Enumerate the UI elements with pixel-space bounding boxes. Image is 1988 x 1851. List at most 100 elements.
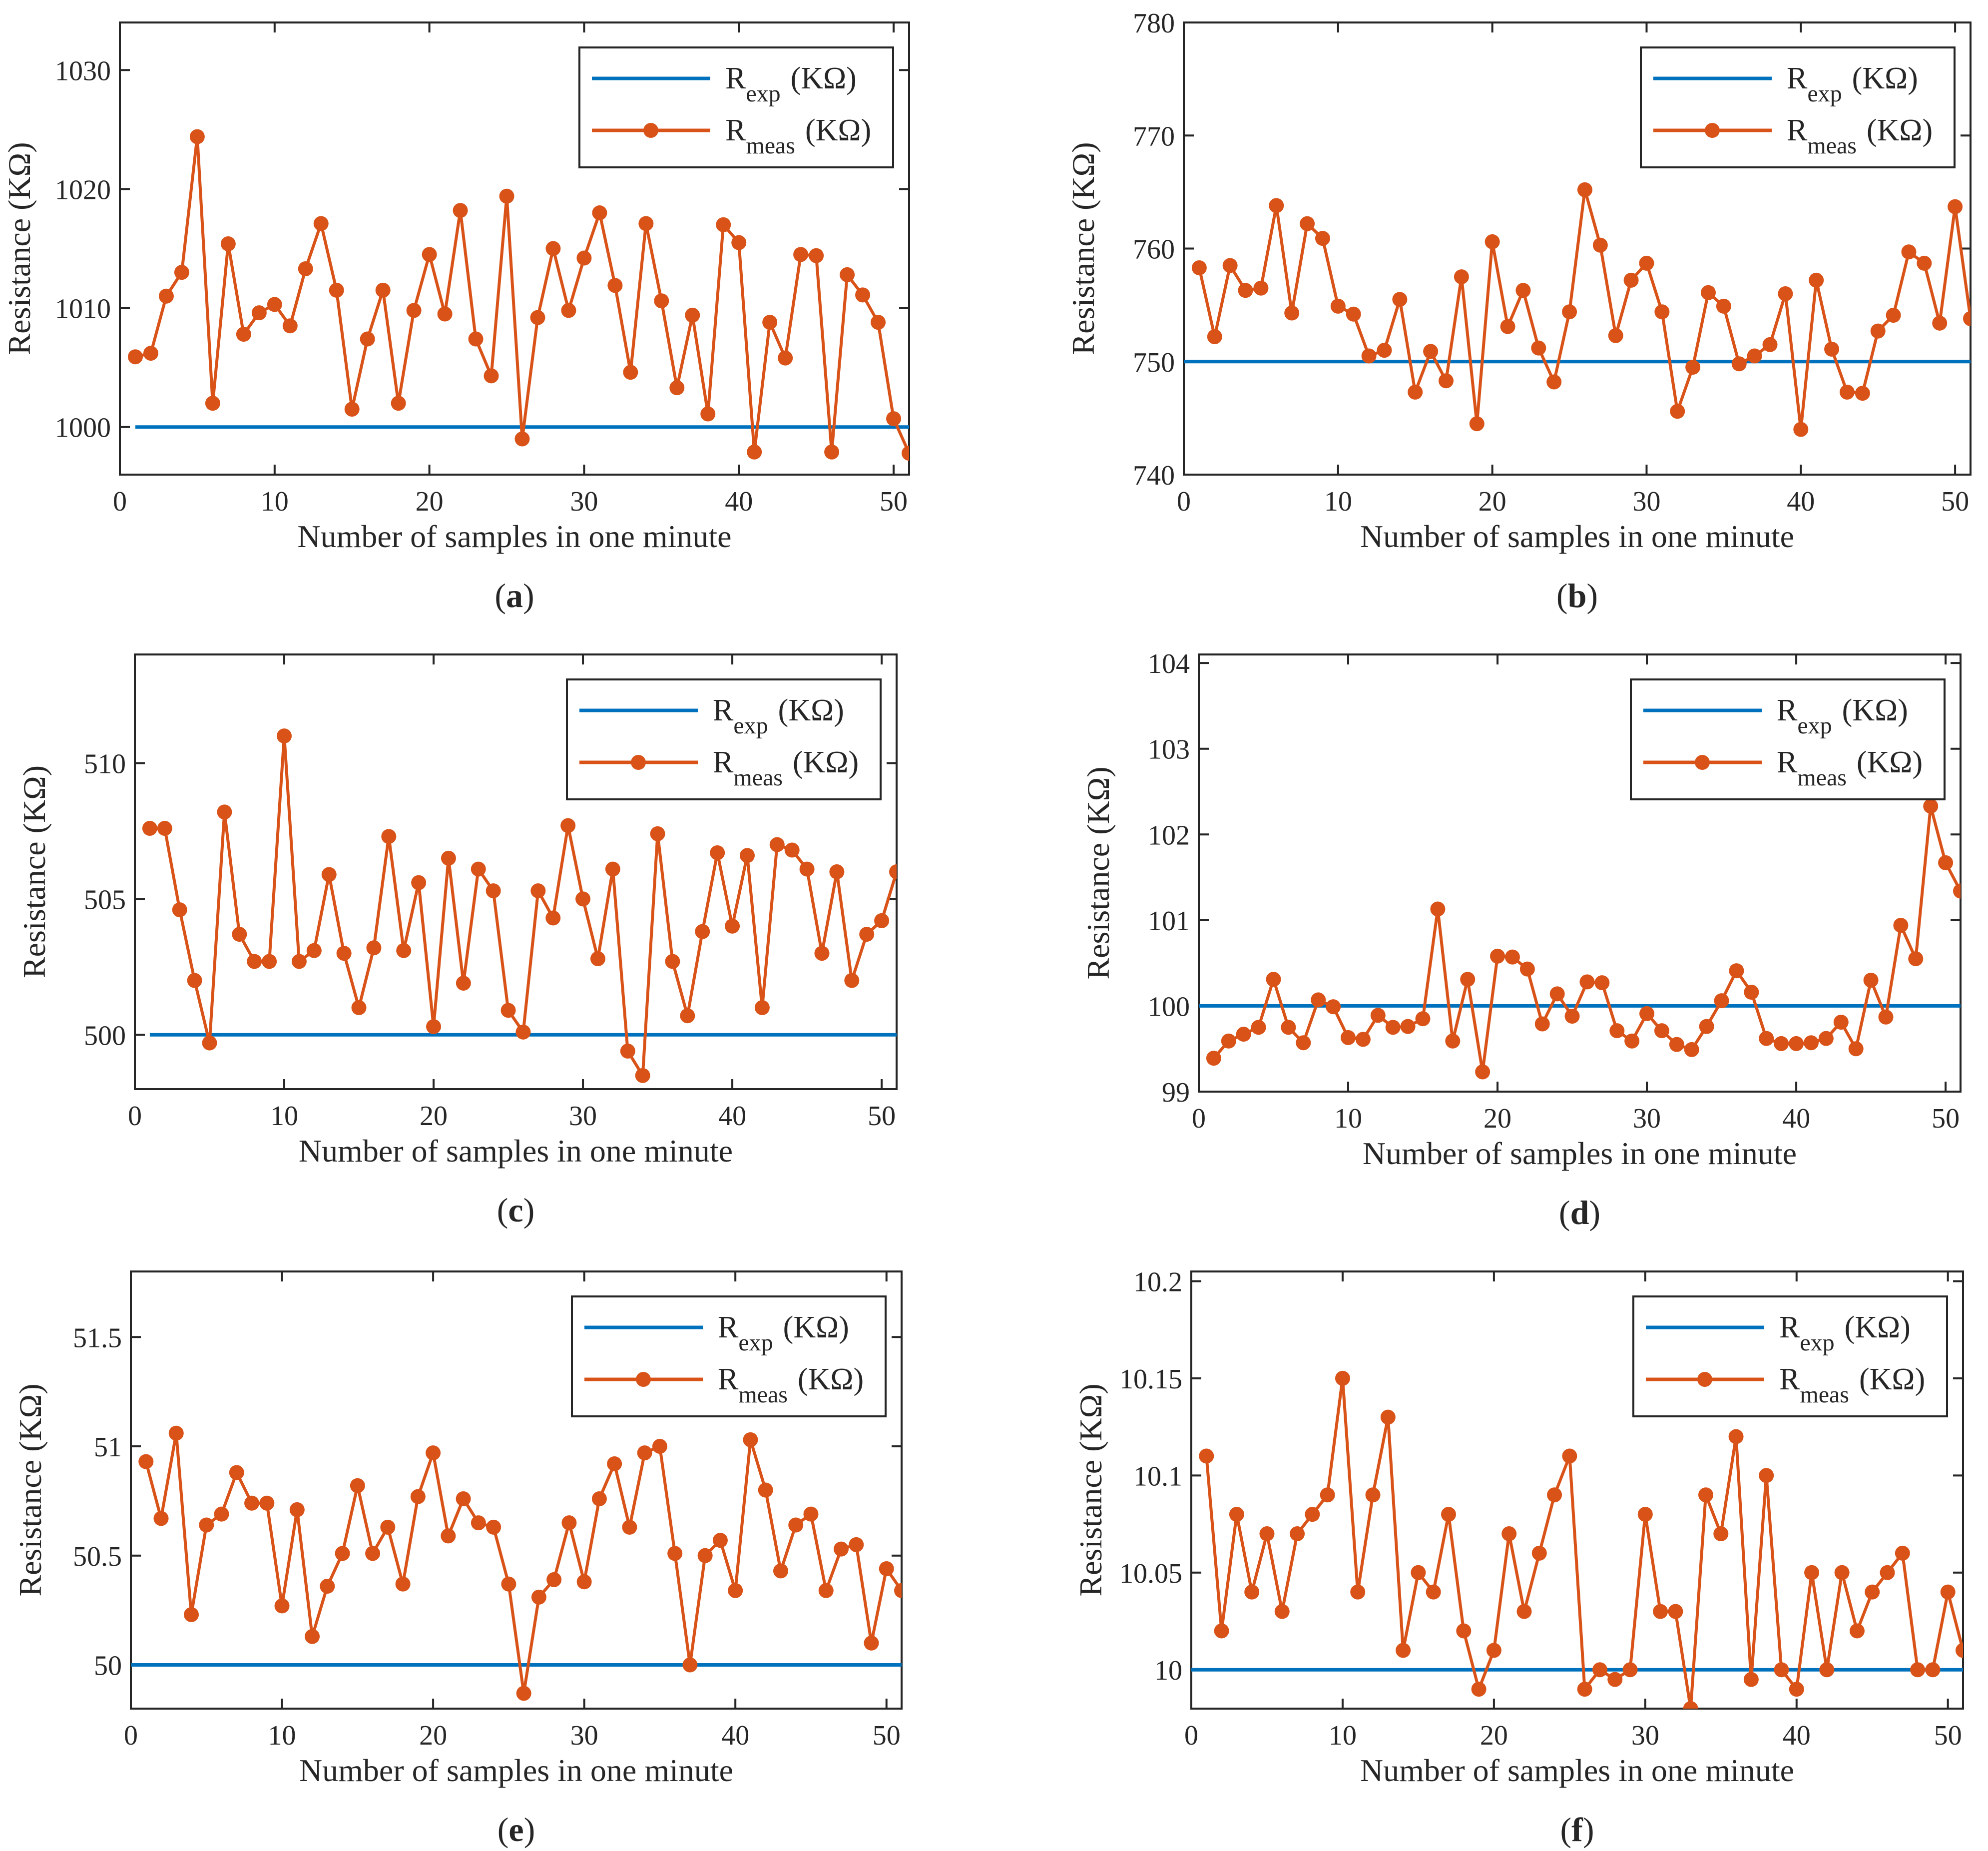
legend-swatch-marker	[1697, 1372, 1712, 1387]
legend-label-unit: (KΩ)	[798, 1362, 864, 1396]
legend-label: Rmeas (KΩ)	[725, 113, 871, 159]
legend-label: Rexp (KΩ)	[1779, 1310, 1911, 1356]
data-point	[395, 1576, 411, 1592]
plot-area	[1184, 182, 1971, 437]
legend: Rexp (KΩ) Rmeas (KΩ)	[566, 678, 882, 800]
y-tick-label: 770	[1133, 121, 1175, 152]
data-point	[1445, 1033, 1461, 1049]
y-tick-label: 1010	[55, 294, 111, 325]
y-axis-label: Resistance (KΩ)	[1080, 766, 1116, 979]
data-point	[1728, 1429, 1744, 1444]
y-tick-label: 10.2	[1133, 1266, 1182, 1297]
x-tick-label: 40	[1782, 1103, 1810, 1134]
data-point	[1608, 328, 1623, 343]
data-point	[1251, 1020, 1266, 1035]
data-point	[1774, 1036, 1789, 1051]
data-point	[1774, 1662, 1789, 1678]
x-tick-label: 50	[868, 1101, 896, 1132]
data-point	[1377, 343, 1392, 358]
data-point	[635, 1068, 650, 1083]
data-point	[236, 326, 251, 342]
data-point	[220, 236, 236, 251]
data-point	[1624, 1033, 1640, 1049]
plot-frame	[1190, 1270, 1964, 1710]
data-point	[202, 1035, 217, 1051]
y-axis-label: Resistance (KΩ)	[1065, 142, 1101, 355]
legend-label: Rmeas (KΩ)	[1777, 745, 1923, 791]
data-point	[1423, 344, 1439, 359]
plot-area	[131, 1425, 902, 1701]
data-point	[1350, 1584, 1366, 1600]
data-point	[1266, 972, 1281, 987]
legend-box	[578, 46, 894, 168]
data-point	[773, 1563, 788, 1579]
y-tick-label: 101	[1148, 906, 1190, 937]
legend-label-sub: exp	[1807, 80, 1842, 107]
legend-label-base: R	[1777, 693, 1798, 727]
caption-letter: d	[1570, 1194, 1589, 1232]
legend-label-base: R	[1787, 61, 1808, 95]
panel-b: 0 10 20 30 40 50 740 750 760 770 780 Number of samp…	[1065, 8, 1972, 615]
data-point	[1956, 1643, 1963, 1658]
data-point	[1365, 1487, 1381, 1503]
y-tick-label: 505	[84, 884, 126, 915]
legend-item-measured: Rmeas (KΩ)	[1646, 1362, 1925, 1408]
data-point	[1668, 1604, 1683, 1619]
data-point	[1534, 1016, 1550, 1032]
data-point	[1519, 961, 1535, 977]
legend-box	[1640, 46, 1956, 168]
data-point	[1701, 285, 1716, 300]
legend-label-unit: (KΩ)	[1859, 1362, 1925, 1396]
data-point	[1670, 404, 1685, 419]
data-point	[758, 1482, 773, 1498]
data-point	[530, 883, 546, 899]
data-point	[1290, 1526, 1305, 1541]
data-point	[769, 837, 785, 852]
plot-area	[142, 728, 897, 1083]
panel-caption: (c)	[497, 1191, 535, 1229]
data-point	[1546, 374, 1562, 390]
legend-swatch-marker	[1705, 123, 1720, 138]
legend-label-unit: (KΩ)	[793, 745, 859, 779]
legend-label: Rmeas (KΩ)	[718, 1362, 864, 1408]
legend-label-base: R	[1787, 113, 1808, 147]
y-tick-label: 50.5	[73, 1541, 122, 1572]
y-tick-label: 750	[1133, 347, 1175, 378]
data-point	[592, 205, 607, 221]
legend-item-measured: Rmeas (KΩ)	[579, 745, 859, 791]
legend: Rexp (KΩ) Rmeas (KΩ)	[1630, 678, 1946, 800]
data-point	[1456, 1623, 1472, 1639]
data-point	[1515, 283, 1531, 298]
data-point	[1824, 341, 1840, 357]
data-point	[381, 829, 397, 844]
x-tick-label: 20	[416, 486, 444, 517]
legend-label-sub: exp	[738, 1329, 773, 1356]
data-point	[561, 303, 576, 318]
data-point	[1199, 1448, 1214, 1464]
data-point	[1475, 1064, 1491, 1080]
x-tick-label: 50	[1934, 1720, 1962, 1751]
legend-label-sub: meas	[1797, 764, 1847, 791]
data-point	[654, 293, 669, 309]
y-tick-label: 760	[1133, 234, 1175, 265]
legend-label-unit: (KΩ)	[1857, 745, 1923, 779]
data-point	[1925, 1662, 1941, 1678]
data-point	[1747, 348, 1762, 364]
x-tick-label: 10	[268, 1720, 296, 1751]
caption-open-paren: (	[1556, 577, 1568, 615]
data-point	[1938, 855, 1954, 870]
legend-box	[571, 1295, 887, 1417]
panel-c: 0 10 20 30 40 50 500 505 510 Number of samples in…	[16, 653, 898, 1229]
series-measured-line	[1212, 804, 1961, 1074]
data-point	[859, 927, 875, 942]
data-point	[561, 1515, 577, 1531]
data-point	[590, 951, 605, 966]
legend-label: Rexp (KΩ)	[1777, 693, 1908, 739]
data-point	[809, 248, 824, 263]
data-point	[422, 247, 437, 262]
data-point	[840, 267, 855, 282]
legend-label-sub: meas	[733, 764, 783, 791]
y-axis-label: Resistance (KΩ)	[1073, 1383, 1108, 1596]
data-point	[262, 954, 277, 969]
